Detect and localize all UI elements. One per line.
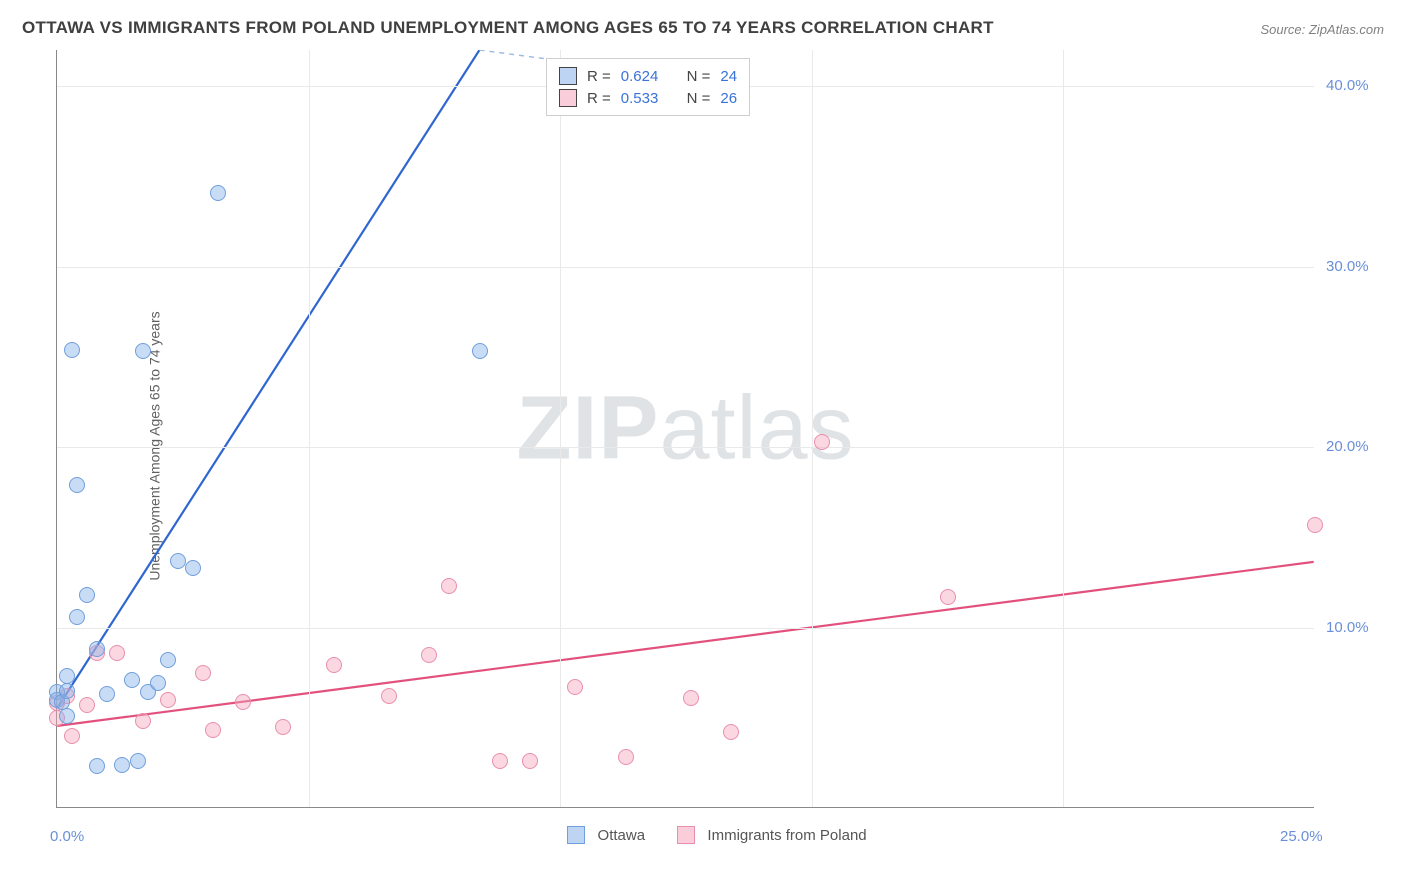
n-label: N = (687, 68, 711, 85)
legend-label-ottawa: Ottawa (598, 827, 646, 844)
source-name: ZipAtlas.com (1309, 22, 1384, 37)
scatter-point-pink (1307, 517, 1323, 533)
scatter-point-blue (124, 672, 140, 688)
scatter-point-pink (814, 434, 830, 450)
scatter-point-blue (64, 342, 80, 358)
y-tick-label: 40.0% (1326, 77, 1369, 94)
scatter-point-pink (421, 647, 437, 663)
scatter-point-blue (89, 758, 105, 774)
scatter-point-blue (59, 708, 75, 724)
gridline-h (57, 267, 1314, 268)
swatch-blue-icon (559, 67, 577, 85)
x-tick-label: 25.0% (1280, 828, 1323, 845)
y-tick-label: 30.0% (1326, 258, 1369, 275)
chart-title: OTTAWA VS IMMIGRANTS FROM POLAND UNEMPLO… (22, 18, 994, 38)
source-credit: Source: ZipAtlas.com (1260, 22, 1384, 37)
scatter-point-pink (79, 697, 95, 713)
x-tick-label: 0.0% (50, 828, 84, 845)
scatter-point-blue (170, 553, 186, 569)
scatter-point-blue (89, 641, 105, 657)
gridline-v (560, 50, 561, 807)
scatter-point-blue (114, 757, 130, 773)
y-tick-label: 10.0% (1326, 619, 1369, 636)
scatter-point-blue (160, 652, 176, 668)
scatter-point-blue (210, 185, 226, 201)
swatch-pink-icon (559, 89, 577, 107)
scatter-point-pink (441, 578, 457, 594)
gridline-h (57, 447, 1314, 448)
r-label: R = (587, 90, 611, 107)
scatter-point-pink (940, 589, 956, 605)
legend-swatch-pink-icon (677, 826, 695, 844)
bottom-legend: Ottawa Immigrants from Poland (0, 826, 1406, 844)
scatter-point-blue (135, 343, 151, 359)
scatter-point-pink (205, 722, 221, 738)
scatter-point-blue (150, 675, 166, 691)
plot-area: ZIPatlas (56, 50, 1314, 808)
scatter-point-blue (472, 343, 488, 359)
watermark: ZIPatlas (516, 377, 854, 480)
scatter-point-blue (185, 560, 201, 576)
legend-swatch-blue-icon (567, 826, 585, 844)
r-value-blue: 0.624 (621, 68, 659, 85)
scatter-point-blue (130, 753, 146, 769)
scatter-point-pink (723, 724, 739, 740)
r-label: R = (587, 68, 611, 85)
watermark-bold: ZIP (516, 378, 659, 478)
gridline-v (309, 50, 310, 807)
scatter-point-pink (135, 713, 151, 729)
scatter-point-pink (160, 692, 176, 708)
scatter-point-pink (618, 749, 634, 765)
scatter-point-blue (69, 477, 85, 493)
stats-legend-box: R = 0.624 N = 24 R = 0.533 N = 26 (546, 58, 750, 116)
scatter-point-pink (64, 728, 80, 744)
scatter-point-pink (195, 665, 211, 681)
gridline-v (812, 50, 813, 807)
stats-row-ottawa: R = 0.624 N = 24 (559, 65, 737, 87)
scatter-point-pink (492, 753, 508, 769)
scatter-point-blue (59, 683, 75, 699)
scatter-point-pink (522, 753, 538, 769)
scatter-point-blue (79, 587, 95, 603)
gridline-h (57, 628, 1314, 629)
scatter-point-pink (109, 645, 125, 661)
scatter-point-pink (683, 690, 699, 706)
y-tick-label: 20.0% (1326, 438, 1369, 455)
scatter-point-blue (99, 686, 115, 702)
scatter-point-pink (381, 688, 397, 704)
scatter-point-pink (235, 694, 251, 710)
legend-label-poland: Immigrants from Poland (707, 827, 866, 844)
source-prefix: Source: (1260, 22, 1308, 37)
watermark-rest: atlas (659, 378, 854, 478)
stats-row-poland: R = 0.533 N = 26 (559, 87, 737, 109)
r-value-pink: 0.533 (621, 90, 659, 107)
scatter-point-pink (326, 657, 342, 673)
n-label: N = (687, 90, 711, 107)
scatter-point-pink (567, 679, 583, 695)
scatter-point-pink (275, 719, 291, 735)
scatter-point-blue (69, 609, 85, 625)
n-value-pink: 26 (720, 90, 737, 107)
gridline-v (1063, 50, 1064, 807)
n-value-blue: 24 (720, 68, 737, 85)
scatter-point-blue (59, 668, 75, 684)
